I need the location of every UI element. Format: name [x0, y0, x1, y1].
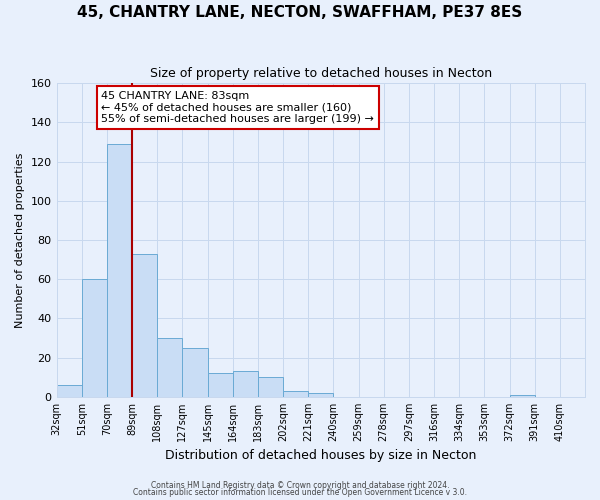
Title: Size of property relative to detached houses in Necton: Size of property relative to detached ho…	[150, 68, 492, 80]
Text: 45 CHANTRY LANE: 83sqm
← 45% of detached houses are smaller (160)
55% of semi-de: 45 CHANTRY LANE: 83sqm ← 45% of detached…	[101, 91, 374, 124]
Bar	[56, 385, 82, 397]
Bar	[82, 279, 107, 397]
Text: 45, CHANTRY LANE, NECTON, SWAFFHAM, PE37 8ES: 45, CHANTRY LANE, NECTON, SWAFFHAM, PE37…	[77, 5, 523, 20]
Bar	[308, 393, 334, 397]
X-axis label: Distribution of detached houses by size in Necton: Distribution of detached houses by size …	[165, 450, 476, 462]
Bar	[258, 378, 283, 397]
Bar	[157, 338, 182, 397]
Bar	[233, 372, 258, 397]
Bar	[132, 254, 157, 397]
Bar	[182, 348, 208, 397]
Y-axis label: Number of detached properties: Number of detached properties	[15, 152, 25, 328]
Text: Contains public sector information licensed under the Open Government Licence v : Contains public sector information licen…	[133, 488, 467, 497]
Bar	[208, 374, 233, 397]
Bar	[107, 144, 132, 397]
Bar	[283, 391, 308, 397]
Bar	[509, 395, 535, 397]
Text: Contains HM Land Registry data © Crown copyright and database right 2024.: Contains HM Land Registry data © Crown c…	[151, 480, 449, 490]
